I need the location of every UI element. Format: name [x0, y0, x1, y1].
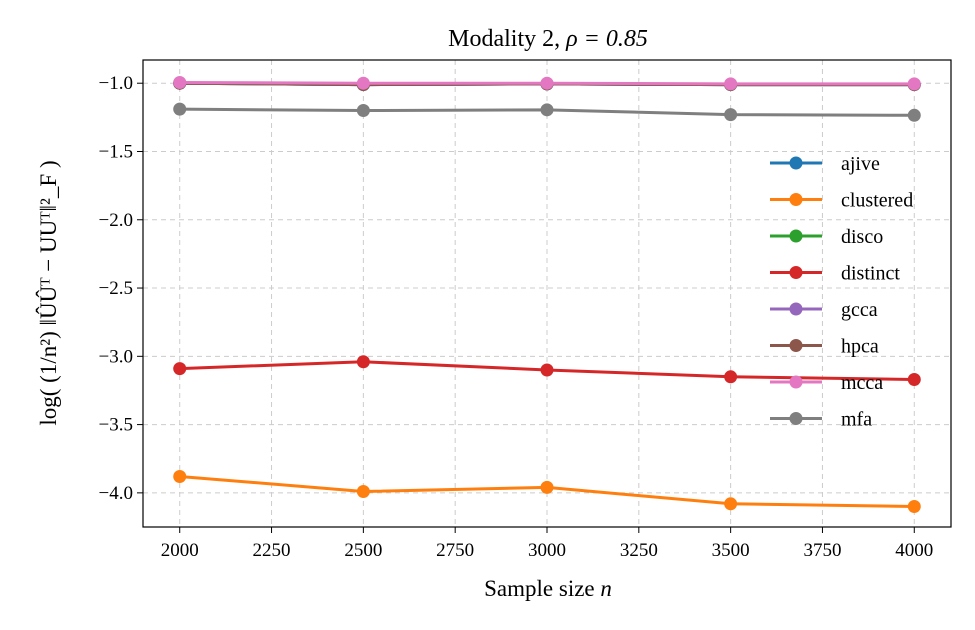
x-tick-label: 2000: [161, 540, 199, 561]
legend-item-disco: disco: [770, 226, 883, 248]
data-point: [540, 103, 554, 117]
legend-marker: [789, 412, 803, 425]
x-tick-label: 3500: [712, 540, 750, 561]
legend-marker: [789, 193, 803, 206]
series-mcca: [173, 76, 921, 91]
legend-label: distinct: [841, 263, 900, 285]
x-tick-label: 2750: [436, 540, 474, 561]
legend-marker: [789, 266, 803, 279]
legend-label: mcca: [841, 372, 883, 394]
data-point: [907, 500, 921, 514]
legend-item-distinct: distinct: [770, 263, 900, 285]
grid: [143, 60, 951, 527]
legend-item-mcca: mcca: [770, 372, 883, 394]
legend-item-gcca: gcca: [770, 299, 878, 321]
data-point: [724, 77, 738, 91]
legend-marker: [789, 375, 803, 389]
x-tick-label: 4000: [895, 540, 933, 561]
x-tick-label: 3000: [528, 540, 566, 561]
legend-label: clustered: [841, 190, 913, 212]
data-point: [356, 355, 370, 369]
legend-marker: [789, 229, 803, 243]
y-tick-label: −4.0: [99, 483, 133, 504]
plot-frame: [142, 59, 952, 528]
data-point: [724, 497, 738, 511]
data-point: [173, 102, 187, 116]
y-tick-label: −1.5: [99, 141, 133, 162]
legend-label: ajive: [841, 153, 880, 175]
y-tick-label: −1.0: [99, 73, 133, 94]
legend-marker: [789, 156, 803, 170]
data-point: [907, 373, 921, 387]
data-point: [540, 480, 554, 494]
data-point: [356, 104, 370, 118]
data-point: [907, 108, 921, 122]
legend-label: hpca: [841, 336, 879, 358]
data-point: [540, 76, 554, 90]
legend-item-mfa: mfa: [770, 409, 872, 431]
legend-label: mfa: [841, 409, 872, 431]
series-clustered: [173, 469, 921, 514]
data-point: [173, 76, 187, 90]
data-point: [356, 484, 370, 498]
series-mfa: [173, 102, 921, 122]
y-axis-label: log( (1/n²) ‖ÛÛᵀ − UUᵀ‖²_F ): [35, 160, 61, 425]
legend-label: disco: [841, 226, 883, 248]
y-tick-label: −3.5: [99, 415, 133, 436]
y-tick-label: −2.0: [99, 210, 133, 231]
x-tick-label: 3250: [620, 540, 658, 561]
legend-marker: [789, 302, 803, 316]
legend: ajive clustered disco distinct gcca hpca mcca m…: [770, 153, 913, 431]
x-tick-label: 3750: [803, 540, 841, 561]
legend-marker: [789, 339, 803, 352]
legend-item-clustered: clustered: [770, 190, 913, 212]
data-point: [724, 108, 738, 122]
legend-item-ajive: ajive: [770, 153, 880, 175]
data-point: [356, 76, 370, 90]
chart-title: Modality 2, ρ = 0.85: [448, 26, 648, 52]
axis-ticks: 2000 2250 2500 2750 3000 3250 3500 3750 4000 −1.0…: [99, 73, 934, 561]
data-point: [173, 362, 187, 376]
legend-label: gcca: [841, 299, 878, 321]
y-tick-label: −3.0: [99, 346, 133, 367]
y-tick-label: −2.5: [99, 278, 133, 299]
legend-item-hpca: hpca: [770, 336, 879, 358]
data-point: [540, 363, 554, 377]
data-point: [724, 370, 738, 384]
x-tick-label: 2500: [344, 540, 382, 561]
x-tick-label: 2250: [253, 540, 291, 561]
x-axis-label: Sample size n: [484, 576, 612, 601]
data-point: [173, 469, 187, 483]
data-point: [907, 77, 921, 91]
